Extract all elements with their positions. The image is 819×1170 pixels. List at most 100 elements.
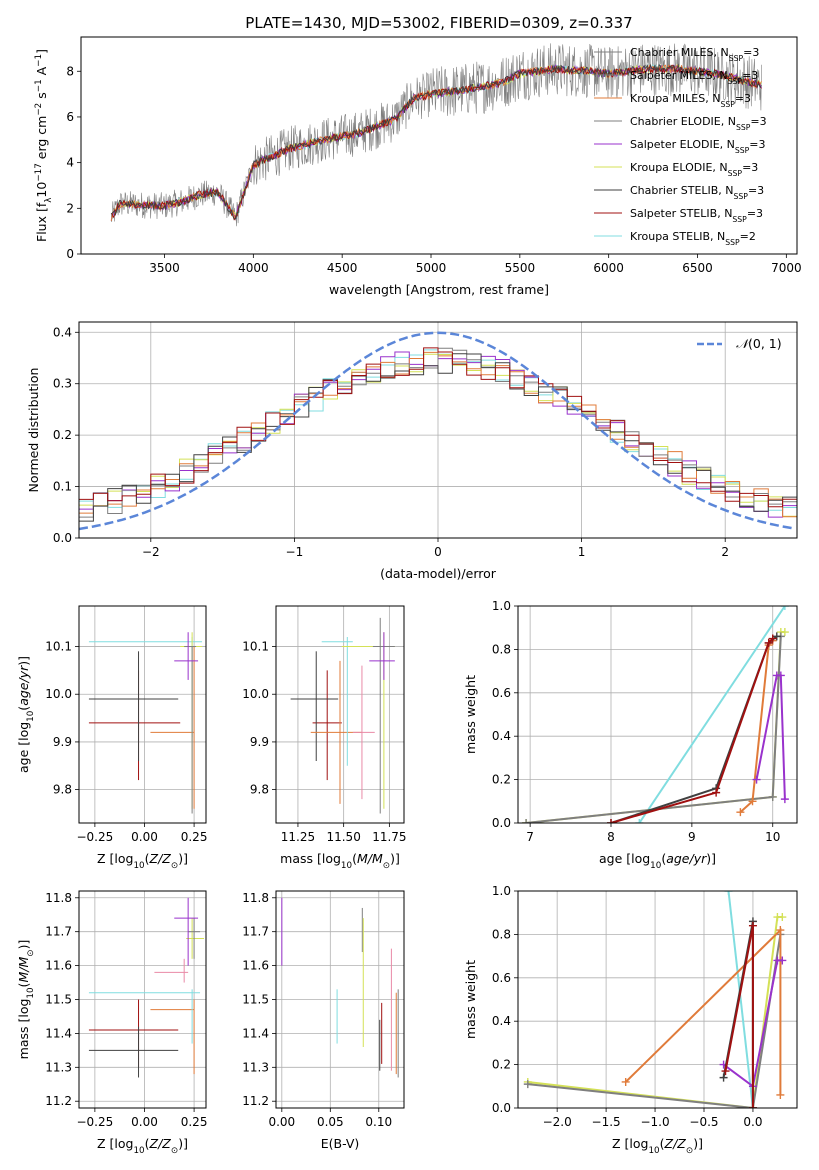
age_vs_mass-xtick-label: 11.50: [326, 830, 360, 844]
residuals-legend-entry: 𝒩(0, 1): [736, 336, 782, 351]
age_vs_mass-plot-area: [290, 617, 395, 814]
mass_weight_vs_age-xlabel: age [log10(age/yr)]: [599, 851, 716, 871]
mass_weight_vs_Z-xtick-label: −0.5: [689, 1115, 718, 1129]
mass_weight_vs_Z-xlabel: Z [log10(Z/Z⊙)]: [612, 1136, 703, 1156]
mass_vs_EBV-xtick-label: 0.05: [317, 1115, 344, 1129]
mass_weight_vs_age-series-marker: [780, 606, 789, 610]
mass_weight_vs_Z-series-marker: [776, 926, 785, 935]
mass_weight_vs_Z-xtick-label: 0.0: [743, 1115, 762, 1129]
mass_vs_EBV-ytick-label: 11.3: [242, 1060, 269, 1074]
mass_weight_vs_age-ytick-label: 0.2: [492, 773, 511, 787]
spectrum-frame: [80, 36, 798, 255]
mass_weight_vs_age-series-marker: [607, 819, 615, 823]
residuals-ylabel: Normed distribution: [26, 368, 41, 493]
spectrum-xtick-label: 6000: [593, 261, 624, 275]
residuals-ytick-label: 0.2: [53, 428, 72, 442]
mass_vs_Z-frame: [78, 890, 207, 1109]
age_vs_Z-ylabel: age [log10(age/yr)]: [16, 656, 36, 773]
mass_vs_EBV-xlabel: E(B-V): [321, 1136, 360, 1151]
mass_weight_vs_age-series-line: [755, 674, 786, 800]
mass_vs_Z-ytick-label: 11.7: [45, 925, 72, 939]
mass_weight_vs_age-series-line: [525, 636, 782, 823]
age_vs_Z-xtick-label: 0.00: [131, 830, 158, 844]
residuals-hist-chabrier-elodie: [79, 347, 797, 518]
residuals-ytick-label: 0.3: [53, 377, 72, 391]
spectrum-legend-entry: Salpeter STELIB, NSSP=3: [630, 207, 763, 224]
mass_weight_vs_Z-series-marker: [748, 1104, 757, 1108]
mass_weight_vs_age-series-line: [525, 631, 785, 823]
mass_weight_vs_age-series-marker: [772, 632, 781, 641]
spectrum-legend-entry: Kroupa MILES, NSSP=3: [630, 92, 751, 109]
spectrum-legend-entry: Kroupa STELIB, NSSP=2: [630, 230, 756, 247]
spectrum-xtick-label: 3500: [149, 261, 180, 275]
spectrum-xtick-label: 4500: [327, 261, 358, 275]
mass_weight_vs_age-frame: [517, 605, 798, 824]
mass_vs_EBV-xtick-label: 0.00: [268, 1115, 295, 1129]
mass_weight_vs_Z-ytick-label: 0.4: [492, 1014, 511, 1028]
mass_vs_Z-xtick-label: 0.00: [131, 1115, 158, 1129]
mass_weight_vs_age-series-marker: [780, 795, 789, 804]
mass_weight_vs_Z-series-marker: [523, 1080, 532, 1089]
mass_vs_EBV-plot-area: [281, 897, 399, 1078]
mass_weight_vs_age-ytick-label: 0.0: [492, 816, 511, 830]
age_vs_mass-xtick-label: 11.25: [281, 830, 315, 844]
age_vs_Z-xtick-label: 0.25: [181, 830, 208, 844]
spectrum-plot-area: [110, 43, 762, 227]
spectrum-ytick-label: 4: [66, 156, 74, 170]
mass_vs_EBV-ytick-label: 11.5: [242, 993, 269, 1007]
mass_vs_EBV-ytick-label: 11.4: [242, 1026, 269, 1040]
mass_weight_vs_age-ytick-label: 0.6: [492, 686, 511, 700]
mass_weight_vs_Z-series-marker: [621, 1077, 630, 1086]
mass_vs_Z-xtick-label: −0.25: [76, 1115, 113, 1129]
mass_weight_vs_age-ylabel: mass weight: [463, 675, 478, 754]
mass_weight_vs_age-series-marker: [712, 788, 721, 797]
spectrum-ylabel: Flux [fλ10−17 erg cm−2 s−1 A−1]: [34, 49, 54, 242]
residuals-ytick-label: 0.0: [53, 531, 72, 545]
age_vs_mass-xlabel: mass [log10(M/M⊙)]: [280, 851, 400, 871]
age_vs_Z-ytick-label: 10.1: [45, 640, 72, 654]
mass_weight_vs_Z-series-marker: [724, 891, 733, 895]
spectrum-xtick-label: 4000: [238, 261, 269, 275]
mass_weight_vs_age-plot-area: [522, 606, 789, 823]
mass_vs_EBV-ytick-label: 11.8: [242, 891, 269, 905]
mass_weight_vs_age-xtick-label: 9: [688, 830, 696, 844]
mass_weight_vs_age-series-marker: [776, 671, 785, 680]
spectrum-legend-entry: Chabrier ELODIE, NSSP=3: [630, 115, 767, 132]
mass_weight_vs_age-series-marker: [780, 628, 789, 637]
mass_weight_vs_age-series-marker: [635, 819, 644, 823]
spectrum-legend-entry: Salpeter ELODIE, NSSP=3: [630, 138, 766, 155]
mass_weight_vs_Z-plot-area: [523, 891, 787, 1108]
mass_weight_vs_age-series-marker: [768, 792, 777, 801]
residuals-xtick-label: 2: [721, 545, 729, 559]
residuals-xtick-label: −1: [286, 545, 304, 559]
mass_weight_vs_Z-xtick-label: −1.0: [640, 1115, 669, 1129]
mass_weight_vs_age-ytick-label: 1.0: [492, 599, 511, 613]
age_vs_Z-xlabel: Z [log10(Z/Z⊙)]: [97, 851, 188, 871]
age_vs_mass-frame: [275, 605, 405, 824]
spectrum-xtick-label: 5500: [505, 261, 536, 275]
mass_vs_Z-ytick-label: 11.5: [45, 993, 72, 1007]
mass_vs_EBV-ytick-label: 11.6: [242, 959, 269, 973]
mass_weight_vs_Z-series-marker: [721, 1067, 730, 1076]
mass_weight_vs_age-series-marker: [748, 797, 757, 806]
mass_weight_vs_Z-ytick-label: 1.0: [492, 884, 511, 898]
mass_weight_vs_Z-series-marker: [776, 1090, 785, 1099]
spectrum-model-kroupa-miles: [110, 64, 762, 222]
mass_weight_vs_Z-series-line: [727, 891, 754, 1108]
residuals-ytick-label: 0.4: [53, 325, 72, 339]
mass_vs_Z-ytick-label: 11.6: [45, 959, 72, 973]
mass_weight_vs_age-xtick-label: 8: [607, 830, 615, 844]
residuals-hist-salpeter-stelib: [79, 347, 797, 508]
spectrum-xtick-label: 7000: [771, 261, 802, 275]
mass_vs_Z-ylabel: mass [log10(M/M⊙)]: [16, 940, 36, 1060]
age_vs_mass-ytick-label: 9.8: [250, 783, 269, 797]
mass_vs_EBV-frame: [275, 890, 405, 1109]
spectrum-ytick-label: 6: [66, 110, 74, 124]
spectrum-ytick-label: 2: [66, 201, 74, 215]
mass_vs_Z-ytick-label: 11.4: [45, 1026, 72, 1040]
mass_weight_vs_age-series-marker: [736, 808, 745, 817]
mass_vs_Z-ytick-label: 11.3: [45, 1060, 72, 1074]
mass_weight_vs_Z-ytick-label: 0.8: [492, 927, 511, 941]
mass_weight_vs_Z-frame: [517, 890, 798, 1109]
